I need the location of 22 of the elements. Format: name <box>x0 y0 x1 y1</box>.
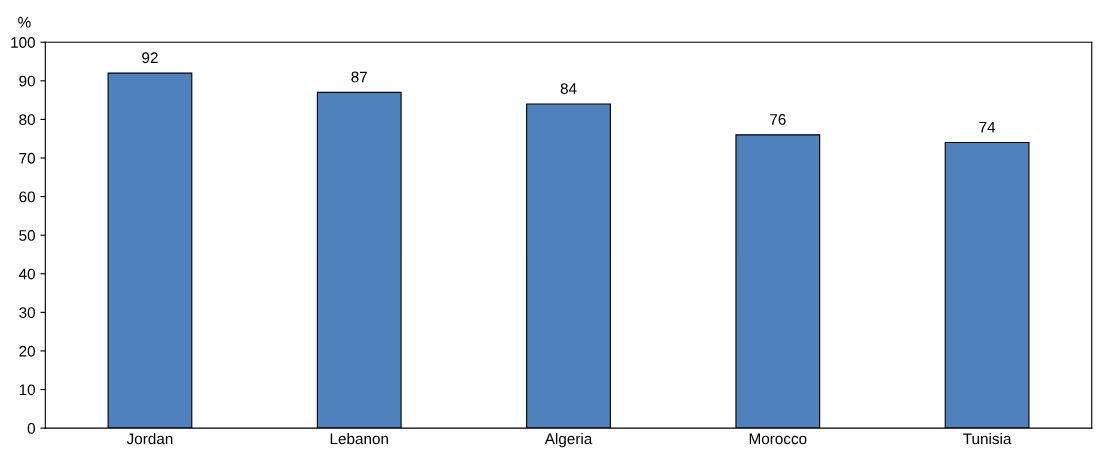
y-tick-label: 40 <box>18 268 35 280</box>
data-label: 92 <box>142 52 158 64</box>
x-tick-label: Lebanon <box>330 432 388 445</box>
data-label: 74 <box>979 121 996 133</box>
data-label: 87 <box>351 71 367 83</box>
data-label: 84 <box>560 83 577 94</box>
data-label: 76 <box>770 114 786 125</box>
x-tick-label: Morocco <box>749 433 807 445</box>
x-tick-label: Tunisia <box>963 432 1012 445</box>
y-tick-label: 70 <box>19 152 35 164</box>
y-tick-label: 60 <box>19 191 35 203</box>
y-tick-label: 10 <box>19 384 35 396</box>
x-tick-label: Algeria <box>544 432 593 448</box>
y-tick-label: 20 <box>19 345 35 357</box>
y-tick-label: 30 <box>19 307 35 319</box>
x-tick-label: Jordan <box>126 432 173 445</box>
y-tick-label: 50 <box>19 230 35 241</box>
y-tick-label: 80 <box>19 114 35 126</box>
y-tick-label: 0 <box>27 422 35 434</box>
y-tick-label: 90 <box>19 75 35 87</box>
y-tick-label: 100 <box>11 37 35 48</box>
y-axis-title: % <box>18 16 31 28</box>
